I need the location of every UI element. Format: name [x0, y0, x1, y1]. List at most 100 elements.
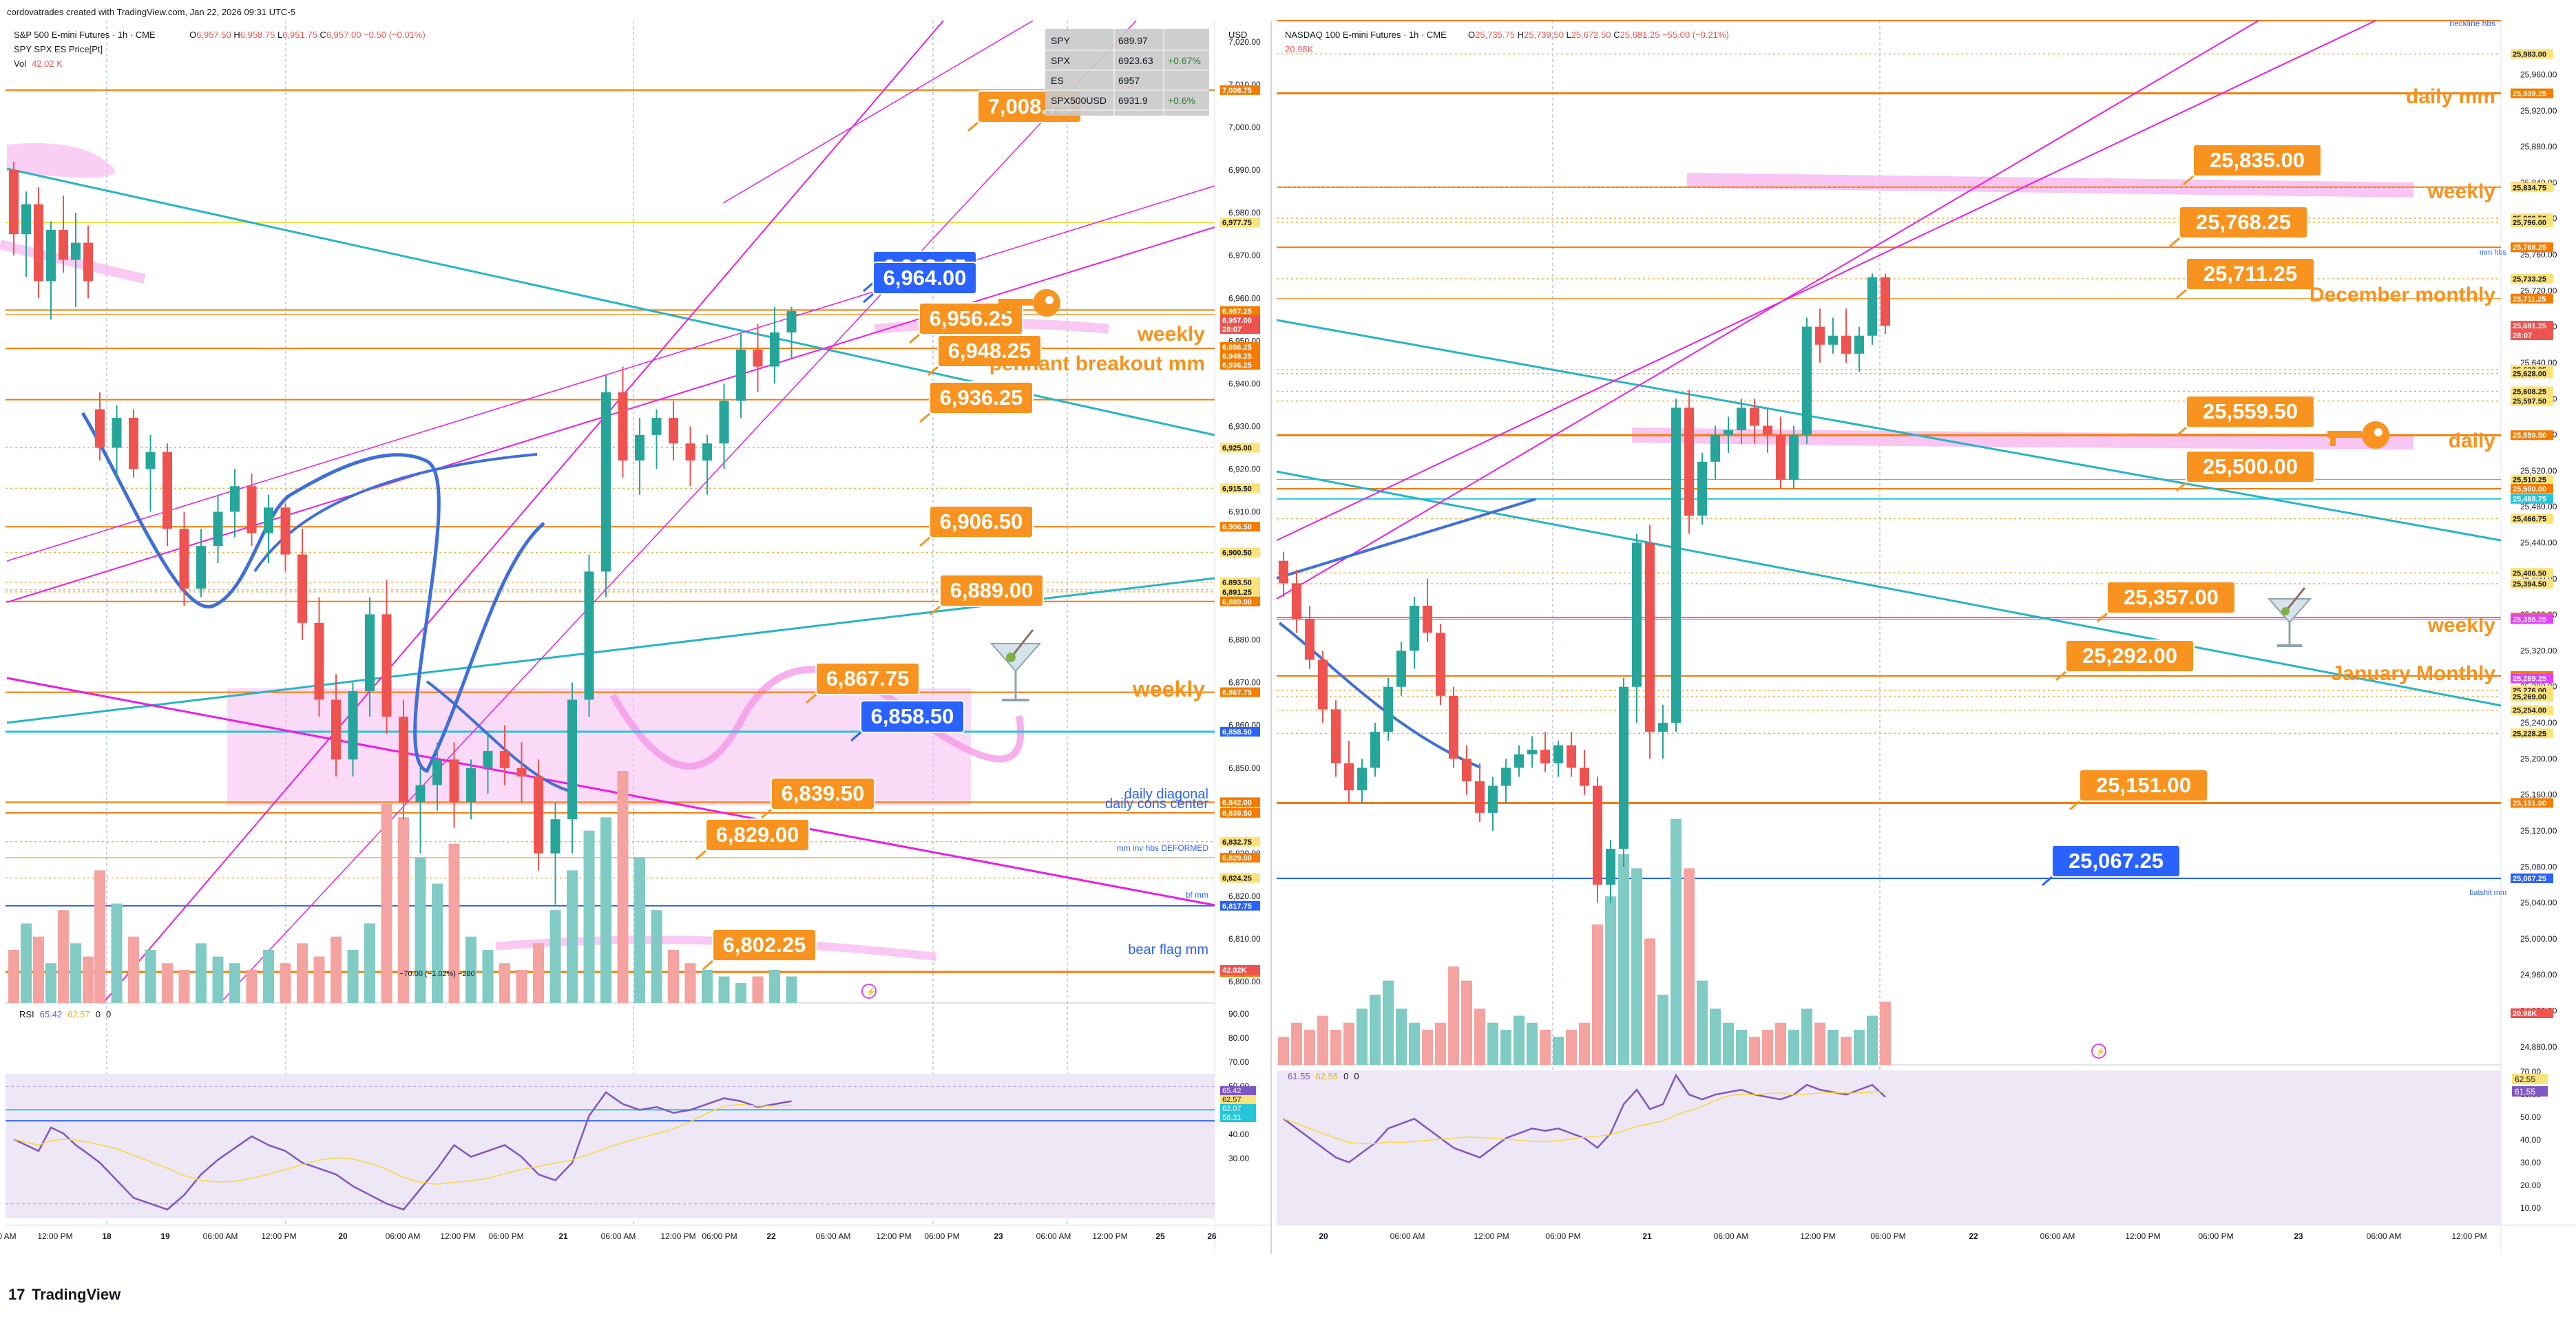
nq-candle[interactable]	[1292, 583, 1301, 620]
nq-callout-2555950[interactable]: 25,559.50	[2176, 395, 2315, 437]
es-callout-688900[interactable]: 6,889.00	[930, 574, 1044, 616]
es-candle[interactable]	[584, 571, 594, 700]
es-candle[interactable]	[601, 392, 611, 572]
nq-candle[interactable]	[1802, 326, 1812, 435]
nq-candle[interactable]	[1724, 430, 1733, 435]
nq-candle[interactable]	[1671, 408, 1681, 723]
es-candle[interactable]	[770, 332, 779, 367]
es-candle[interactable]	[331, 699, 341, 760]
es-candle[interactable]	[46, 230, 56, 282]
nq-candle[interactable]	[1684, 408, 1694, 516]
es-candle[interactable]	[415, 785, 426, 803]
es-candle[interactable]	[365, 614, 375, 692]
nq-candle[interactable]	[1750, 408, 1759, 426]
nq-candle[interactable]	[1658, 723, 1668, 732]
nq-candle[interactable]	[1462, 759, 1472, 782]
nq-candle[interactable]	[1318, 659, 1328, 710]
nq-candle[interactable]	[1436, 633, 1445, 696]
nq-candle[interactable]	[1619, 686, 1629, 849]
nq-candle[interactable]	[1344, 763, 1354, 791]
es-candle[interactable]	[635, 434, 645, 461]
nq-candle[interactable]	[1867, 277, 1877, 336]
es-candle[interactable]	[129, 418, 138, 469]
es-candle[interactable]	[145, 452, 156, 469]
es-candle[interactable]	[449, 759, 459, 803]
nq-candle[interactable]	[1632, 542, 1642, 687]
nq-candle[interactable]	[1540, 750, 1550, 763]
es-callout-682900[interactable]: 6,829.00	[695, 818, 810, 860]
es-candle[interactable]	[213, 511, 223, 547]
es-candle[interactable]	[483, 750, 493, 768]
es-candle[interactable]	[786, 310, 797, 332]
nq-candle[interactable]	[1710, 434, 1720, 462]
nq-candle[interactable]	[1580, 768, 1589, 786]
nq-candle[interactable]	[1357, 768, 1367, 791]
es-candle[interactable]	[381, 614, 392, 717]
es-candle[interactable]	[618, 392, 628, 461]
nq-candle[interactable]	[1789, 434, 1799, 480]
es-candle[interactable]	[83, 242, 93, 282]
nq-candle[interactable]	[1854, 335, 1864, 354]
nq-candle[interactable]	[1593, 785, 1602, 885]
nq-callout-2529200[interactable]: 25,292.00	[2055, 639, 2195, 681]
es-candle[interactable]	[264, 507, 273, 533]
nq-candle[interactable]	[1776, 434, 1786, 480]
es-callout-693625[interactable]: 6,936.25	[919, 381, 1034, 423]
nq-candle[interactable]	[1527, 750, 1537, 754]
es-candle[interactable]	[314, 622, 324, 700]
es-candle[interactable]	[567, 699, 577, 820]
nq-candle[interactable]	[1488, 785, 1498, 813]
nq-candle[interactable]	[1606, 849, 1615, 885]
es-candle[interactable]	[247, 486, 257, 533]
es-callout-683950[interactable]: 6,839.50	[761, 777, 875, 819]
nq-callout-2571125[interactable]: 25,711.25	[2176, 257, 2315, 299]
es-callout-685850[interactable]: 6,858.50	[850, 700, 965, 742]
es-candle[interactable]	[34, 204, 43, 282]
es-candle[interactable]	[753, 349, 763, 367]
nq-candle[interactable]	[1423, 606, 1432, 633]
nq-candle[interactable]	[1475, 781, 1485, 813]
nq-callout-2506725[interactable]: 25,067.25	[2042, 845, 2181, 887]
nq-candle[interactable]	[1396, 650, 1406, 687]
nq-candle[interactable]	[1881, 277, 1890, 326]
es-candle[interactable]	[432, 759, 442, 785]
es-candle[interactable]	[230, 486, 240, 512]
es-candle[interactable]	[651, 418, 662, 435]
nq-candle[interactable]	[1305, 619, 1315, 660]
nq-candle[interactable]	[1828, 335, 1838, 345]
es-candle[interactable]	[71, 242, 81, 260]
nq-callout-2576825[interactable]: 25,768.25	[2169, 206, 2308, 248]
es-candle[interactable]	[9, 170, 19, 235]
es-candle[interactable]	[280, 507, 291, 555]
nq-candle[interactable]	[1383, 686, 1393, 732]
es-candle[interactable]	[550, 819, 561, 854]
nq-callout-2550000[interactable]: 25,500.00	[2176, 450, 2315, 492]
es-candle[interactable]	[719, 401, 729, 444]
es-callout-686775[interactable]: 6,867.75	[806, 662, 920, 704]
es-callout-694825[interactable]: 6,948.25	[928, 335, 1042, 377]
nq-candle[interactable]	[1645, 542, 1655, 732]
es-candle[interactable]	[399, 717, 408, 803]
es-candle[interactable]	[702, 443, 712, 461]
es-candle[interactable]	[466, 768, 476, 803]
nq-candle[interactable]	[1553, 745, 1563, 763]
nq-candle[interactable]	[1697, 461, 1707, 516]
nq-candle[interactable]	[1370, 732, 1380, 768]
es-candle[interactable]	[196, 546, 206, 589]
nq-candle[interactable]	[1449, 695, 1458, 759]
nq-candle[interactable]	[1501, 768, 1511, 786]
es-candle[interactable]	[59, 230, 68, 260]
es-candle[interactable]	[112, 418, 122, 448]
nq-candle[interactable]	[1841, 335, 1851, 354]
nq-candle[interactable]	[1737, 408, 1746, 431]
nq-candle[interactable]	[1279, 560, 1288, 584]
es-candle[interactable]	[736, 349, 746, 401]
nq-candle[interactable]	[1763, 425, 1772, 435]
es-candle[interactable]	[534, 776, 543, 854]
nq-callout-2535700[interactable]: 25,357.00	[2097, 581, 2236, 623]
tradingview-footer[interactable]: 17 TradingView	[8, 1286, 121, 1303]
es-candle[interactable]	[21, 204, 31, 235]
nq-candle[interactable]	[1410, 606, 1419, 651]
es-candle[interactable]	[669, 418, 678, 444]
